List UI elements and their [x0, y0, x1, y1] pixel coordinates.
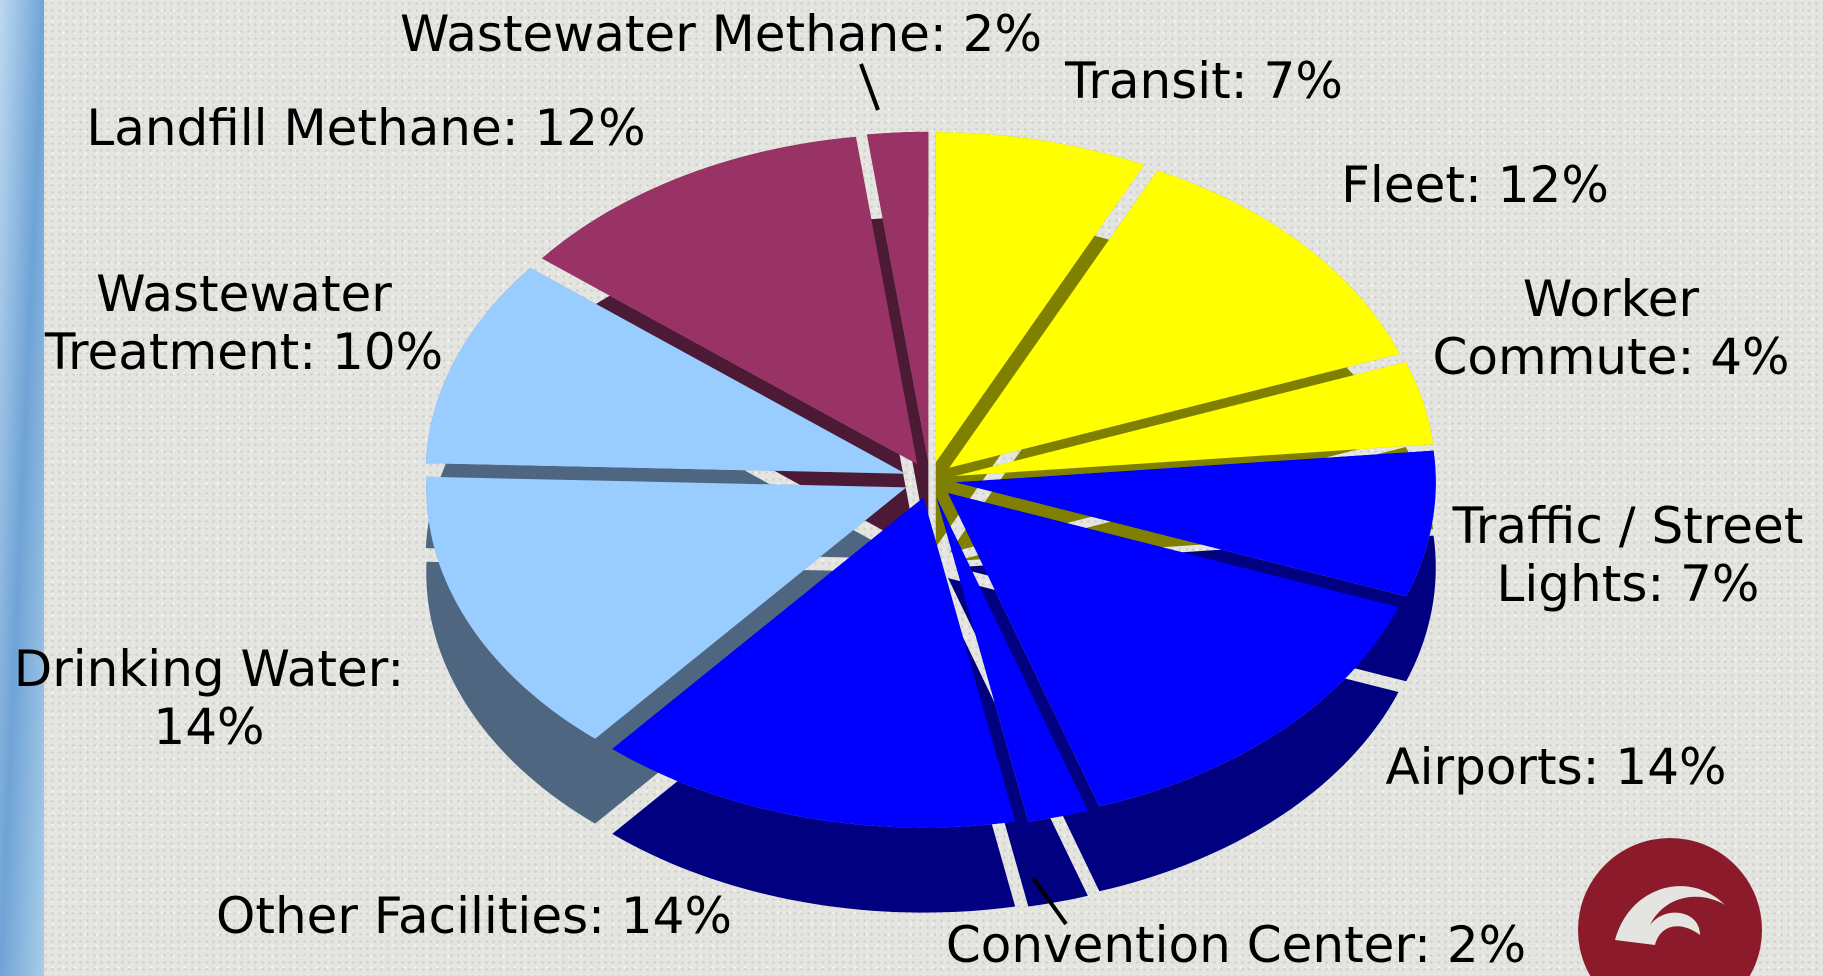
label-line: Commute: 4% — [1432, 328, 1789, 386]
logo — [1578, 838, 1762, 976]
label-line: Wastewater — [96, 265, 392, 323]
pie — [425, 131, 1436, 913]
slice-label: Traffic / Street Lights: 7% — [1452, 497, 1804, 613]
label-line: Convention Center: 2% — [946, 916, 1526, 974]
label-line: Transit: 7% — [1064, 52, 1343, 110]
label-line: Wastewater Methane: 2% — [400, 5, 1042, 63]
leader-line — [859, 63, 880, 111]
slice — [935, 132, 1145, 463]
logo-disc — [1578, 838, 1762, 976]
logo-swoosh — [1615, 886, 1725, 945]
slice-label: Fleet: 12% — [1341, 156, 1609, 214]
slice — [612, 497, 1016, 828]
label-line: Lights: 7% — [1497, 555, 1760, 613]
label-line: Landfill Methane: 12% — [86, 99, 645, 157]
slice-side — [612, 497, 1016, 913]
slice-label: Wastewater Treatment: 10% — [44, 265, 443, 381]
label-line: 14% — [153, 698, 264, 756]
slice — [949, 170, 1400, 468]
slice-label: Other Facilities: 14% — [216, 887, 732, 945]
label-line: Worker — [1523, 270, 1700, 328]
slice-label: Convention Center: 2% — [946, 916, 1526, 974]
slice-label: Drinking Water: 14% — [14, 640, 405, 756]
slice — [866, 131, 929, 462]
side-strip — [0, 0, 44, 976]
slice — [955, 450, 1436, 597]
slice — [955, 361, 1434, 476]
label-line: Airports: 14% — [1385, 738, 1726, 796]
label-line: Traffic / Street — [1452, 497, 1804, 555]
slice-label: Wastewater Methane: 2% — [400, 5, 1042, 63]
slice — [425, 267, 906, 474]
label-line: Fleet: 12% — [1341, 156, 1609, 214]
label-line: Other Facilities: 14% — [216, 887, 732, 945]
slice — [426, 476, 907, 739]
slice-label: Transit: 7% — [1064, 52, 1343, 110]
slice-label: Worker Commute: 4% — [1432, 270, 1789, 386]
slice — [541, 136, 918, 465]
slice-label: Airports: 14% — [1385, 738, 1726, 796]
slice — [936, 497, 1088, 822]
slice-label: Landfill Methane: 12% — [86, 99, 645, 157]
label-line: Drinking Water: — [14, 640, 405, 698]
leader-line — [1031, 876, 1068, 926]
label-line: Treatment: 10% — [44, 323, 443, 381]
slice — [948, 493, 1399, 807]
